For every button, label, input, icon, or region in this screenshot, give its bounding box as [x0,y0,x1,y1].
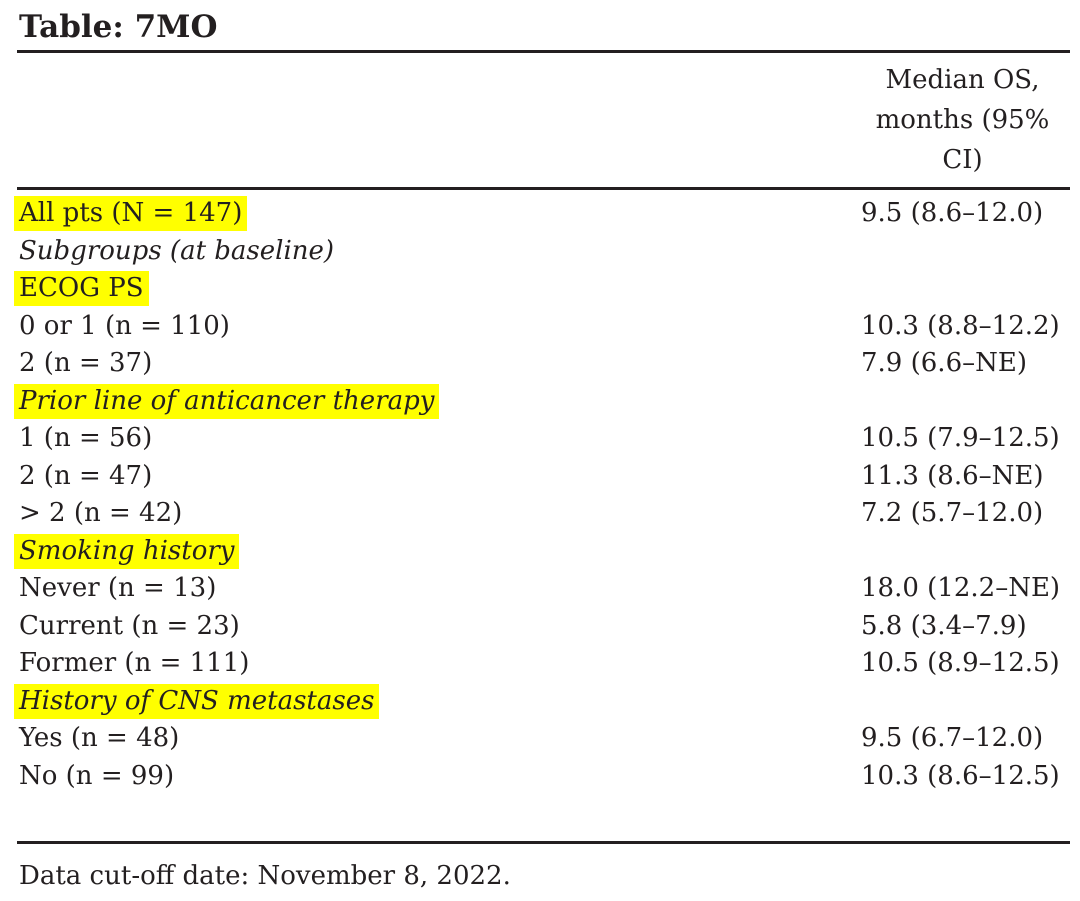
row-label-cell: 0 or 1 (n = 110) [17,308,858,346]
row-label-cell: 2 (n = 47) [17,458,858,496]
row-label-cell: ECOG PS [14,270,858,308]
column-header-median-os: Median OS, months (95% CI) [855,60,1070,180]
footnote: Data cut-off date: November 8, 2022. [19,861,511,891]
table-row: Yes (n = 48) 9.5 (6.7–12.0) [17,720,1070,758]
table-row: Subgroups (at baseline) [17,233,1070,271]
row-label-cell: 2 (n = 37) [17,345,858,383]
row-label: ECOG PS [14,271,149,306]
column-header-label: Median OS, months (95% CI) [875,65,1050,175]
table-row: History of CNS metastases [14,683,1070,721]
row-value: 9.5 (8.6–12.0) [861,198,1044,228]
row-label-cell: Yes (n = 48) [17,720,858,758]
row-label-cell: 1 (n = 56) [17,420,858,458]
table-row: 2 (n = 37) 7.9 (6.6–NE) [17,345,1070,383]
table-row: 0 or 1 (n = 110) 10.3 (8.8–12.2) [17,308,1070,346]
row-label: Former (n = 111) [19,648,250,678]
row-label-cell: All pts (N = 147) [14,195,858,233]
table-row: Never (n = 13) 18.0 (12.2–NE) [17,570,1070,608]
table-row: > 2 (n = 42) 7.2 (5.7–12.0) [17,495,1070,533]
row-label-cell: Subgroups (at baseline) [17,233,858,271]
row-label: History of CNS metastases [14,683,380,719]
table-row: Current (n = 23) 5.8 (3.4–7.9) [17,608,1070,646]
row-label: Subgroups (at baseline) [19,235,335,266]
row-label-cell: Former (n = 111) [17,645,858,683]
row-label: Never (n = 13) [19,573,217,603]
table-title: Table: 7MO [19,9,218,45]
row-value: 9.5 (6.7–12.0) [861,723,1044,753]
row-value [858,683,1070,721]
row-value: 18.0 (12.2–NE) [861,573,1061,603]
row-label: All pts (N = 147) [14,196,248,231]
header-empty-cell [17,60,855,180]
row-value: 10.3 (8.8–12.2) [861,310,1060,341]
row-label-cell: Smoking history [14,533,858,571]
row-value [858,383,1070,421]
table-row: 2 (n = 47) 11.3 (8.6–NE) [17,458,1070,496]
row-value [858,233,1070,271]
row-value: 5.8 (3.4–7.9) [861,610,1027,641]
table-row: Smoking history [14,533,1070,571]
row-value: 7.2 (5.7–12.0) [861,498,1044,528]
table-body: All pts (N = 147) 9.5 (8.6–12.0) Subgrou… [14,190,1070,844]
row-label-cell: Current (n = 23) [17,608,858,646]
table-row: Prior line of anticancer therapy [14,383,1070,421]
row-label: Current (n = 23) [19,610,240,641]
table-row: No (n = 99) 10.3 (8.6–12.5) [17,758,1070,796]
row-label-cell: > 2 (n = 42) [17,495,858,533]
row-value: 10.3 (8.6–12.5) [861,760,1060,791]
table-row: Former (n = 111) 10.5 (8.9–12.5) [17,645,1070,683]
row-label: No (n = 99) [19,760,175,791]
row-label: Prior line of anticancer therapy [14,383,440,419]
table-row: All pts (N = 147) 9.5 (8.6–12.0) [14,195,1070,233]
row-value: 7.9 (6.6–NE) [861,348,1027,378]
row-label-cell: Never (n = 13) [17,570,858,608]
row-label: Yes (n = 48) [19,723,180,753]
row-value: 11.3 (8.6–NE) [861,460,1044,491]
row-value: 10.5 (7.9–12.5) [861,423,1060,453]
row-label-cell: No (n = 99) [17,758,858,796]
row-value [858,270,1070,308]
table-row: ECOG PS [14,270,1070,308]
row-label: > 2 (n = 42) [19,498,183,528]
table-row: 1 (n = 56) 10.5 (7.9–12.5) [17,420,1070,458]
row-value [858,533,1070,571]
row-label: 2 (n = 37) [19,348,153,378]
row-label-cell: Prior line of anticancer therapy [14,383,858,421]
data-table: Median OS, months (95% CI) All pts (N = … [14,50,1070,844]
row-label: 0 or 1 (n = 110) [19,310,230,341]
table-header-row: Median OS, months (95% CI) [17,50,1070,190]
row-label-cell: History of CNS metastases [14,683,858,721]
row-label: 2 (n = 47) [19,460,153,491]
row-label: 1 (n = 56) [19,423,153,453]
row-value: 10.5 (8.9–12.5) [861,648,1060,678]
row-label: Smoking history [14,533,240,569]
